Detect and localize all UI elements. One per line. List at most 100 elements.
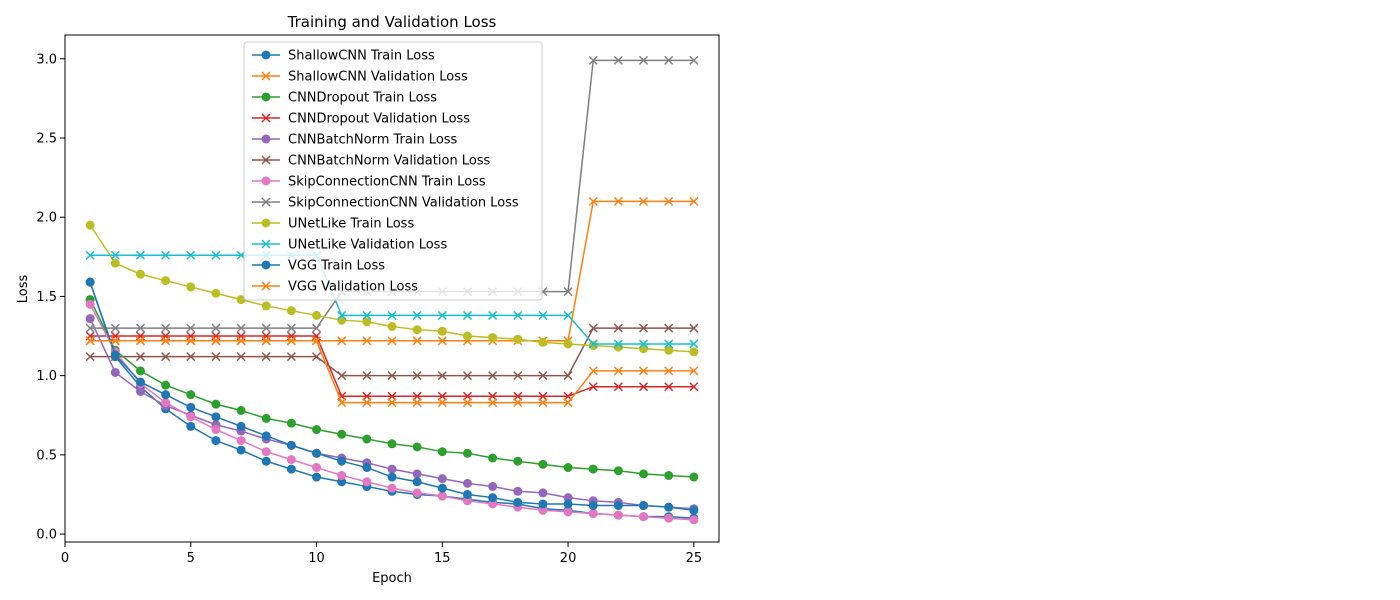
- data-point: [664, 382, 674, 392]
- data-point: [135, 352, 145, 362]
- data-point: [689, 55, 699, 65]
- legend-item: CNNDropout Train Loss: [252, 91, 437, 106]
- legend-marker: [261, 134, 271, 144]
- y-axis-ticks: 0.0 0.5 1.0 1.5 2.0 2.5 3.0: [36, 52, 65, 543]
- data-point: [437, 483, 447, 493]
- data-point: [563, 398, 573, 408]
- data-point: [689, 323, 699, 333]
- data-point: [412, 336, 422, 346]
- data-point: [462, 331, 472, 341]
- data-point: [236, 405, 246, 415]
- legend-marker: [261, 218, 271, 228]
- legend-item: VGG Train Loss: [252, 259, 385, 274]
- data-point: [513, 310, 523, 320]
- data-point: [613, 466, 623, 476]
- data-point: [664, 339, 674, 349]
- legend-marker: [261, 260, 271, 270]
- x-axis-label: Epoch: [372, 571, 412, 586]
- data-point: [538, 371, 548, 381]
- data-point: [286, 336, 296, 346]
- data-point: [236, 352, 246, 362]
- x-tick-label: 5: [187, 551, 195, 566]
- data-point: [312, 472, 322, 482]
- data-point: [362, 371, 372, 381]
- data-point: [488, 371, 498, 381]
- series-10: [85, 277, 699, 515]
- legend-item: UNetLike Validation Loss: [252, 238, 447, 253]
- data-point: [462, 310, 472, 320]
- data-point: [161, 276, 171, 286]
- data-point: [135, 250, 145, 260]
- data-point: [613, 55, 623, 65]
- data-point: [362, 463, 372, 473]
- data-point: [488, 453, 498, 463]
- data-point: [588, 366, 598, 376]
- data-point: [211, 436, 221, 446]
- data-point: [412, 488, 422, 498]
- data-point: [639, 501, 649, 511]
- data-point: [412, 477, 422, 487]
- y-tick-label: 1.5: [36, 290, 57, 305]
- legend-marker: [261, 71, 271, 81]
- data-point: [236, 436, 246, 446]
- data-point: [613, 366, 623, 376]
- data-point: [437, 371, 447, 381]
- x-tick-label: 15: [434, 551, 451, 566]
- data-point: [437, 326, 447, 336]
- data-point: [412, 398, 422, 408]
- data-point: [689, 196, 699, 206]
- plot-area: [85, 55, 699, 525]
- data-point: [261, 336, 271, 346]
- data-point: [538, 499, 548, 509]
- data-point: [261, 456, 271, 466]
- data-point: [186, 352, 196, 362]
- data-point: [639, 469, 649, 479]
- data-point: [689, 366, 699, 376]
- data-point: [186, 421, 196, 431]
- data-point: [211, 288, 221, 298]
- data-point: [513, 398, 523, 408]
- data-point: [437, 310, 447, 320]
- data-point: [588, 323, 598, 333]
- data-point: [186, 282, 196, 292]
- data-point: [563, 310, 573, 320]
- legend-label: ShallowCNN Train Loss: [288, 49, 435, 64]
- legend-item: CNNBatchNorm Train Loss: [252, 133, 458, 148]
- data-point: [563, 463, 573, 473]
- data-point: [261, 352, 271, 362]
- data-point: [261, 301, 271, 311]
- y-tick-label: 3.0: [36, 52, 57, 67]
- data-point: [186, 336, 196, 346]
- legend-label: SkipConnectionCNN Validation Loss: [288, 196, 519, 211]
- legend-item: UNetLike Train Loss: [252, 217, 414, 232]
- legend-label: CNNBatchNorm Validation Loss: [288, 154, 491, 169]
- data-point: [689, 515, 699, 525]
- data-point: [186, 323, 196, 333]
- data-point: [110, 350, 120, 360]
- data-point: [563, 499, 573, 509]
- data-point: [387, 336, 397, 346]
- data-point: [211, 323, 221, 333]
- data-point: [513, 497, 523, 507]
- data-point: [110, 323, 120, 333]
- data-point: [135, 377, 145, 387]
- data-point: [488, 333, 498, 343]
- data-point: [110, 336, 120, 346]
- data-point: [387, 483, 397, 493]
- data-point: [538, 398, 548, 408]
- legend-label: CNNDropout Validation Loss: [288, 112, 470, 127]
- data-point: [513, 334, 523, 344]
- data-point: [639, 366, 649, 376]
- data-point: [211, 399, 221, 409]
- data-point: [161, 336, 171, 346]
- data-point: [286, 464, 296, 474]
- series-6: [85, 299, 699, 525]
- data-point: [362, 336, 372, 346]
- legend-item: SkipConnectionCNN Train Loss: [252, 175, 486, 190]
- data-point: [312, 463, 322, 473]
- data-point: [312, 310, 322, 320]
- data-point: [337, 398, 347, 408]
- data-point: [135, 269, 145, 279]
- data-point: [312, 336, 322, 346]
- legend-item: SkipConnectionCNN Validation Loss: [252, 196, 519, 211]
